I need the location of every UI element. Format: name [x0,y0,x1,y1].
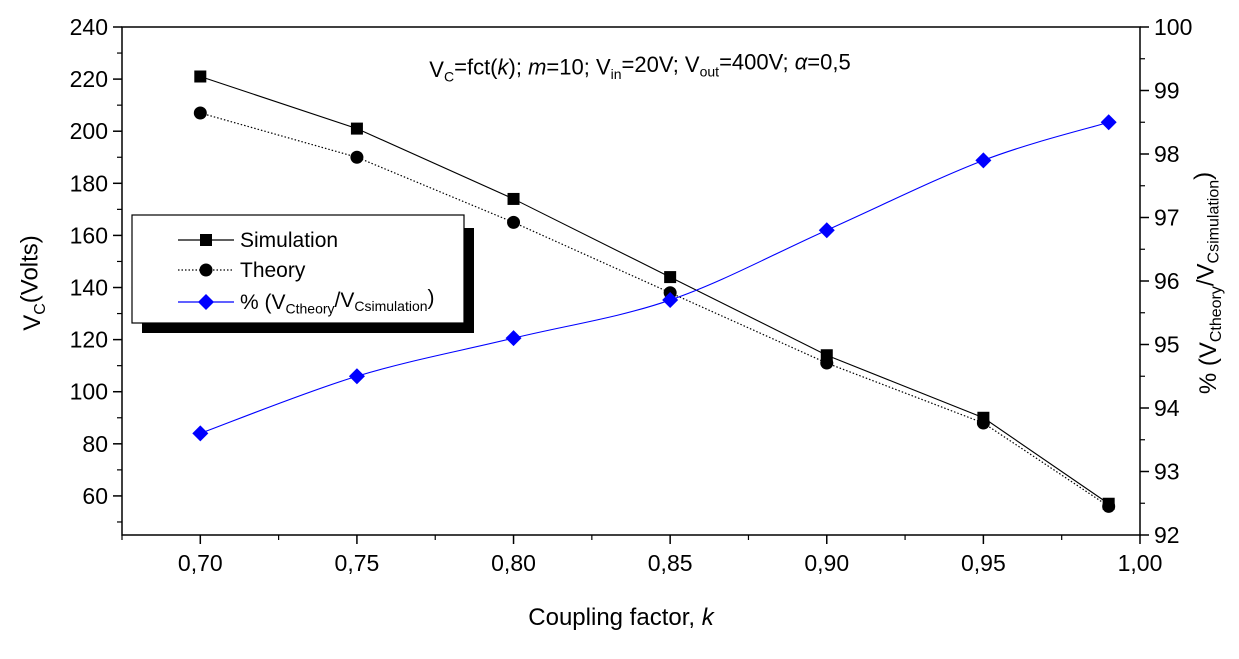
x-tick-label: 0,95 [961,550,1006,576]
y-left-tick-label: 220 [70,66,108,92]
y-left-tick-label: 100 [70,379,108,405]
data-point-theory [976,416,990,430]
y-right-tick-label: 97 [1154,205,1180,231]
ticks-layer: 0,70 0,75 0,80 0,85 0,90 0,95 1,00 60 80 100 120 14… [70,14,1193,576]
y-right-tick-label: 99 [1154,78,1180,104]
x-tick-label: 1,00 [1118,550,1163,576]
y-right-tick-label: 93 [1154,459,1180,485]
y-right-tick-label: 92 [1154,522,1180,548]
x-tick-label: 0,90 [804,550,849,576]
legend: Simulation Theory % (VCtheory/VCsimulation… [131,214,474,333]
y-left-tick-label: 120 [70,327,108,353]
data-point-theory [820,356,834,370]
y-right-tick-label: 94 [1154,395,1180,421]
data-point-ratio [975,152,992,169]
y-axis-right-label: % (VCtheory/VCsimulation) [1190,172,1225,394]
y-left-tick-label: 60 [82,483,108,509]
legend-item-simulation: Simulation [178,229,338,252]
data-point-simulation [350,122,363,135]
x-tick-label: 0,75 [335,550,380,576]
y-right-tick-label: 96 [1154,268,1180,294]
data-point-theory [193,106,207,120]
x-axis-label: Coupling factor, k [528,604,715,631]
y-left-tick-label: 240 [70,14,108,40]
y-axis-left-label: VC(Volts) [16,235,49,331]
legend-marker [199,263,213,277]
y-left-tick-label: 200 [70,118,108,144]
legend-item-theory: Theory [178,259,306,282]
data-point-simulation [507,192,520,205]
data-point-ratio [192,425,209,442]
data-point-simulation [664,271,677,284]
data-point-ratio [348,368,365,385]
y-left-tick-label: 160 [70,222,108,248]
y-left-tick-label: 80 [82,431,108,457]
data-point-ratio [505,330,522,347]
legend-item-ratio: % (VCtheory/VCsimulation) [178,287,435,317]
data-point-simulation [194,70,207,83]
x-tick-label: 0,85 [648,550,693,576]
x-tick-label: 0,80 [491,550,536,576]
legend-label: % (VCtheory/VCsimulation) [240,287,435,317]
y-left-tick-label: 140 [70,275,108,301]
series-ratio [192,114,1117,442]
legend-marker [198,294,214,310]
y-right-tick-label: 95 [1154,332,1180,358]
chart-annotation: VC=fct(k); m=10; Vin=20V; Vout=400V; α=0… [429,49,850,84]
data-point-ratio [818,222,835,239]
legend-items: Simulation Theory % (VCtheory/VCsimulation… [178,229,435,316]
data-point-theory [350,150,364,164]
data-point-theory [1102,499,1116,513]
y-right-tick-label: 100 [1154,14,1192,40]
legend-box [131,214,465,324]
x-tick-label: 0,70 [178,550,223,576]
y-left-tick-label: 180 [70,170,108,196]
data-point-theory [507,215,521,229]
legend-marker [200,234,212,246]
y-right-tick-label: 98 [1154,141,1180,167]
data-point-ratio [662,292,679,309]
legend-label: Theory [240,259,306,282]
legend-label: Simulation [240,229,338,252]
data-point-ratio [1100,114,1117,131]
series-layer [192,70,1117,513]
